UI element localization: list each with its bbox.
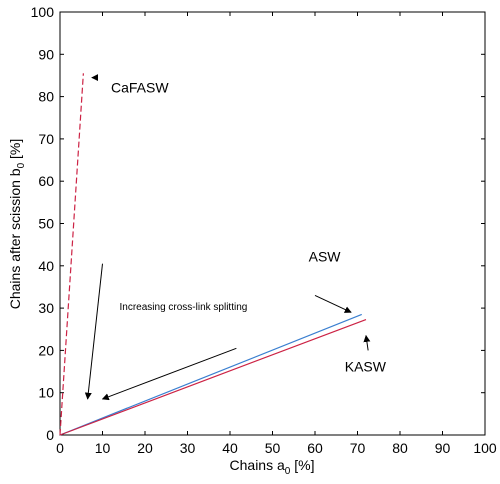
- annotations-group: CaFASW ASW KASW Increasing cross-link split…: [111, 79, 387, 374]
- y-tick-label: 10: [38, 385, 54, 401]
- x-tick-label: 60: [307, 440, 323, 456]
- y-tick-label: 80: [38, 89, 54, 105]
- annotation-asw: ASW: [309, 249, 342, 265]
- annotation-arrow: [363, 334, 371, 351]
- axis-ticks: 0 10 20 30 40 50 60 70 80 90 100 0 10 20 30 40 50 60 70 80 9…: [31, 4, 497, 456]
- y-tick-label: 100: [31, 4, 55, 20]
- x-tick-label: 10: [95, 440, 111, 456]
- annotation-kasw: KASW: [345, 359, 387, 375]
- y-axis-label: Chains after scission b0 [%]: [7, 139, 27, 310]
- arrows-group: [84, 74, 371, 401]
- y-tick-label: 50: [38, 216, 54, 232]
- x-tick-label: 80: [392, 440, 408, 456]
- x-tick-label: 40: [222, 440, 238, 456]
- y-tick-label: 20: [38, 342, 54, 358]
- annotation-arrow: [314, 294, 352, 313]
- y-tick-label: 30: [38, 300, 54, 316]
- y-tick-label: 0: [46, 427, 54, 443]
- series-line-kasw: [59, 318, 367, 436]
- annotation-arrow: [101, 347, 237, 401]
- series-line-asw: [59, 313, 362, 436]
- y-tick-label: 40: [38, 258, 54, 274]
- plot-area: [59, 11, 486, 436]
- x-tick-label: 90: [435, 440, 451, 456]
- x-tick-label: 70: [350, 440, 366, 456]
- series-group: [59, 73, 367, 436]
- x-axis-label: Chains a0 [%]: [230, 457, 315, 477]
- x-tick-label: 0: [56, 440, 64, 456]
- x-tick-label: 20: [137, 440, 153, 456]
- annotation-arrow: [84, 263, 103, 400]
- x-tick-label: 30: [180, 440, 196, 456]
- x-tick-label: 50: [265, 440, 281, 456]
- annotation-crosslink: Increasing cross-link splitting: [120, 302, 248, 313]
- x-tick-label: 100: [473, 440, 497, 456]
- series-line-cafasw: [59, 73, 84, 436]
- y-tick-label: 90: [38, 46, 54, 62]
- y-tick-label: 70: [38, 131, 54, 147]
- y-tick-label: 60: [38, 173, 54, 189]
- annotation-cafasw: CaFASW: [111, 79, 169, 95]
